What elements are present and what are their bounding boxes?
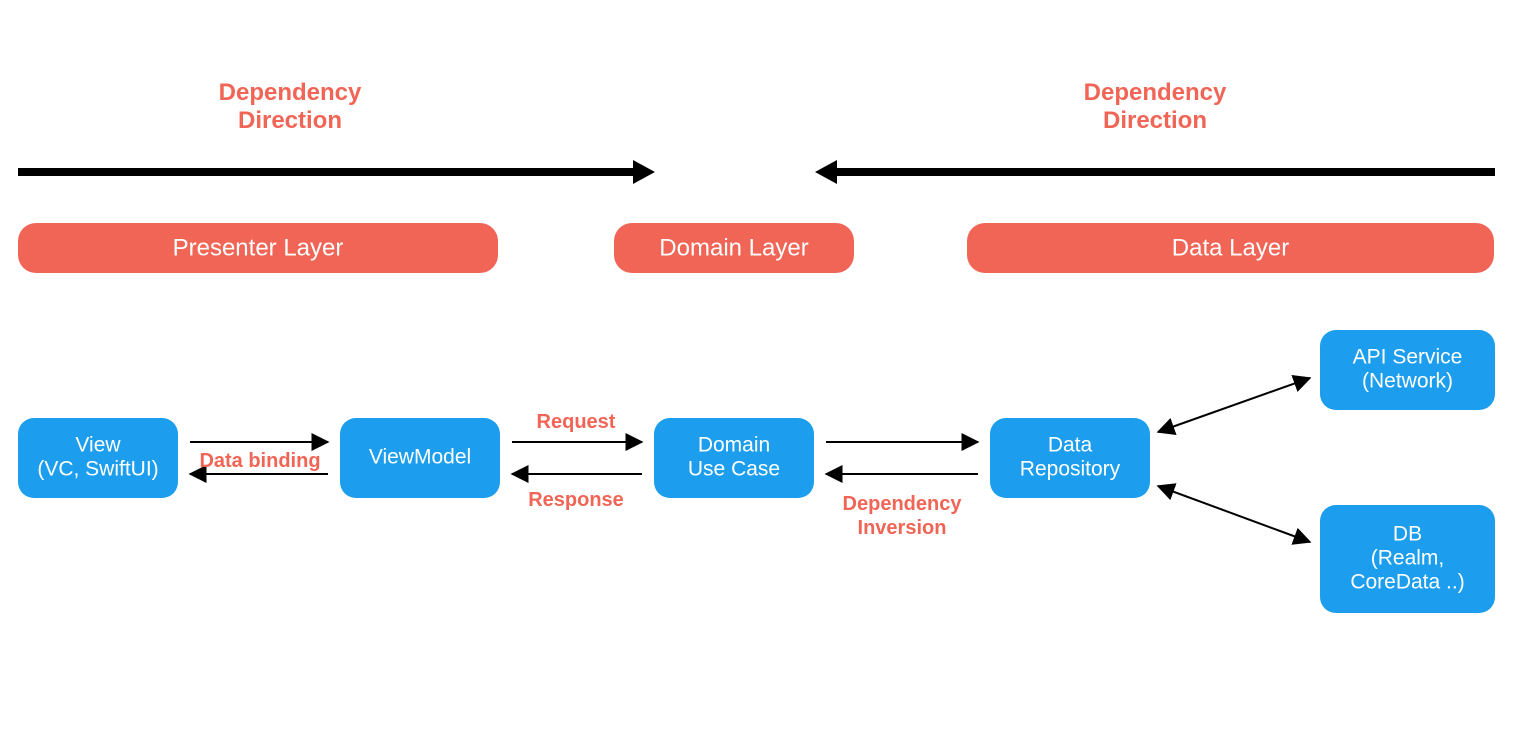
layer-label: Data Layer bbox=[1172, 234, 1289, 261]
a-repo-db bbox=[1158, 486, 1310, 542]
node-api: API Service(Network) bbox=[1320, 330, 1495, 410]
dep-title-line2: Direction bbox=[1103, 107, 1207, 134]
node-label: CoreData ..) bbox=[1350, 570, 1464, 593]
node-label: Use Case bbox=[688, 457, 780, 480]
lbl-di-2: Inversion bbox=[858, 517, 947, 539]
node-label: ViewModel bbox=[369, 445, 471, 468]
dep-title-line1: Dependency bbox=[1084, 79, 1227, 106]
node-viewmodel: ViewModel bbox=[340, 418, 500, 498]
big-arrow-right bbox=[815, 160, 1495, 184]
node-label: API Service bbox=[1353, 345, 1463, 368]
layer-presenter: Presenter Layer bbox=[18, 223, 498, 273]
layer-pills-group: Presenter Layer Domain Layer Data Layer bbox=[18, 223, 1494, 273]
dep-left: DependencyDirection bbox=[219, 79, 362, 134]
architecture-diagram: DependencyDirectionDependencyDirection P… bbox=[0, 0, 1522, 736]
node-view: View(VC, SwiftUI) bbox=[18, 418, 178, 498]
dep-title-line2: Direction bbox=[238, 107, 342, 134]
node-usecase: DomainUse Case bbox=[654, 418, 814, 498]
node-label: View bbox=[75, 433, 121, 456]
lbl-binding: Data binding bbox=[199, 450, 320, 472]
lbl-request: Request bbox=[537, 411, 616, 433]
big-arrow-left bbox=[18, 160, 655, 184]
big-arrows-group bbox=[18, 160, 1495, 184]
node-label: DB bbox=[1393, 522, 1422, 545]
a-repo-api bbox=[1158, 378, 1310, 432]
layer-label: Presenter Layer bbox=[173, 234, 344, 261]
node-label: (Network) bbox=[1362, 369, 1453, 392]
dep-title-line1: Dependency bbox=[219, 79, 362, 106]
node-label: Domain bbox=[698, 433, 770, 456]
lbl-di-1: Dependency bbox=[843, 493, 963, 515]
node-db: DB(Realm,CoreData ..) bbox=[1320, 505, 1495, 613]
layer-domain: Domain Layer bbox=[614, 223, 854, 273]
node-label: (Realm, bbox=[1371, 546, 1445, 569]
node-label: Repository bbox=[1020, 457, 1121, 480]
layer-data: Data Layer bbox=[967, 223, 1494, 273]
node-label: Data bbox=[1048, 433, 1093, 456]
node-repo: DataRepository bbox=[990, 418, 1150, 498]
dep-titles-group: DependencyDirectionDependencyDirection bbox=[219, 79, 1227, 134]
node-label: (VC, SwiftUI) bbox=[37, 457, 158, 480]
lbl-response: Response bbox=[528, 489, 624, 511]
layer-label: Domain Layer bbox=[659, 234, 808, 261]
dep-right: DependencyDirection bbox=[1084, 79, 1227, 134]
